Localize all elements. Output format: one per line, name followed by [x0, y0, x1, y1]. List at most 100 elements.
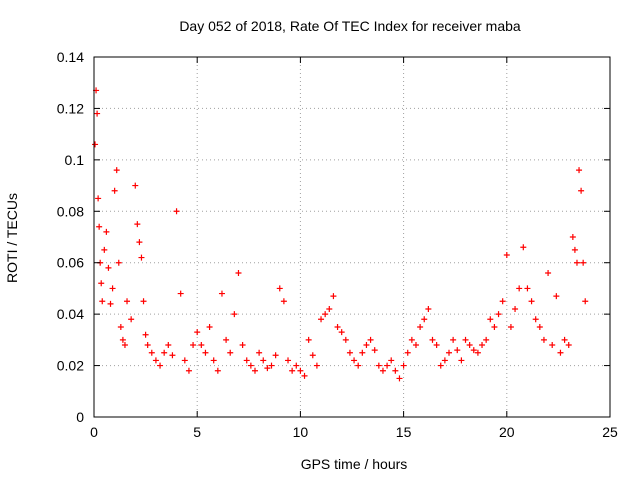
data-point [117, 324, 124, 330]
data-point [326, 306, 333, 312]
data-point [400, 362, 407, 369]
data-point [528, 298, 535, 305]
data-point [264, 365, 271, 372]
data-point [142, 331, 149, 338]
data-point [98, 280, 105, 287]
data-point [136, 239, 143, 246]
data-point [495, 311, 502, 318]
data-point [128, 316, 135, 323]
data-point [408, 336, 415, 343]
data-point [148, 349, 155, 356]
data-point [363, 342, 370, 348]
y-tick-label: 0.02 [57, 358, 84, 374]
data-point [272, 352, 279, 359]
data-point [140, 298, 147, 305]
data-point [152, 357, 159, 364]
data-point [218, 290, 225, 297]
y-tick-label: 0.08 [57, 203, 84, 219]
data-point [561, 336, 568, 343]
data-point [384, 362, 391, 369]
data-point [330, 293, 337, 300]
data-point [99, 298, 106, 305]
data-point [355, 362, 362, 369]
data-point [441, 357, 448, 364]
data-point [573, 259, 580, 266]
data-point [214, 367, 221, 374]
data-point [194, 329, 201, 336]
y-tick-label: 0 [76, 409, 84, 425]
data-point [338, 329, 345, 336]
data-point [483, 336, 490, 343]
data-point [375, 362, 382, 369]
grid-lines [94, 57, 610, 417]
y-tick-label: 0.06 [57, 255, 84, 271]
x-axis-label: GPS time / hours [300, 456, 408, 472]
x-tick-label: 0 [90, 424, 98, 440]
data-point [454, 347, 461, 354]
data-point [474, 349, 481, 356]
data-point [536, 324, 543, 330]
data-point [181, 357, 188, 364]
data-point [185, 367, 192, 374]
data-point [297, 367, 304, 374]
axis-ticks: 0 5 10 15 20 25 0 0.02 0.04 0.06 0.08 0.1 0.12 0.14 [57, 49, 618, 440]
data-point [421, 316, 428, 323]
data-point [198, 342, 205, 348]
data-point [487, 316, 494, 323]
data-point [578, 187, 585, 194]
y-tick-label: 0.14 [57, 49, 84, 65]
data-point [470, 347, 477, 354]
data-point [109, 285, 116, 292]
data-point [119, 336, 126, 343]
data-point [247, 362, 254, 369]
data-point [206, 324, 213, 330]
data-point [503, 252, 510, 258]
x-tick-label: 20 [499, 424, 515, 440]
x-tick-label: 5 [193, 424, 201, 440]
data-point [417, 324, 424, 330]
data-point [144, 342, 151, 348]
data-point [346, 349, 353, 356]
data-point [557, 349, 564, 356]
data-point [524, 285, 531, 292]
data-point [425, 306, 432, 312]
data-point [280, 298, 287, 305]
data-point [412, 342, 419, 348]
data-point [313, 362, 320, 369]
data-point [462, 336, 469, 343]
data-point [107, 300, 114, 307]
plot-frame [93, 56, 611, 418]
data-point [165, 342, 172, 348]
data-point [516, 285, 523, 292]
data-point [173, 208, 180, 215]
data-point [437, 362, 444, 369]
chart-title: Day 052 of 2018, Rate Of TEC Index for r… [179, 18, 521, 34]
data-point [479, 342, 486, 348]
data-point [305, 336, 312, 343]
data-point [202, 349, 209, 356]
data-point [301, 372, 308, 379]
data-point [569, 234, 576, 240]
data-point [289, 367, 296, 374]
x-tick-label: 25 [602, 424, 618, 440]
data-point [491, 324, 498, 330]
data-point [293, 362, 300, 369]
data-point [231, 311, 238, 318]
y-tick-label: 0.12 [57, 100, 84, 116]
data-point [223, 336, 230, 343]
data-point [92, 141, 99, 148]
data-point [169, 352, 176, 359]
data-point [433, 342, 440, 348]
data-point [565, 342, 572, 348]
data-point [276, 285, 283, 292]
data-point [318, 316, 325, 323]
data-point [103, 228, 110, 235]
data-point [235, 270, 242, 276]
data-point [466, 342, 473, 348]
data-point [177, 290, 184, 297]
y-tick-label: 0.1 [65, 152, 85, 168]
data-point [342, 336, 349, 343]
data-point [396, 375, 403, 382]
data-point [507, 324, 514, 330]
